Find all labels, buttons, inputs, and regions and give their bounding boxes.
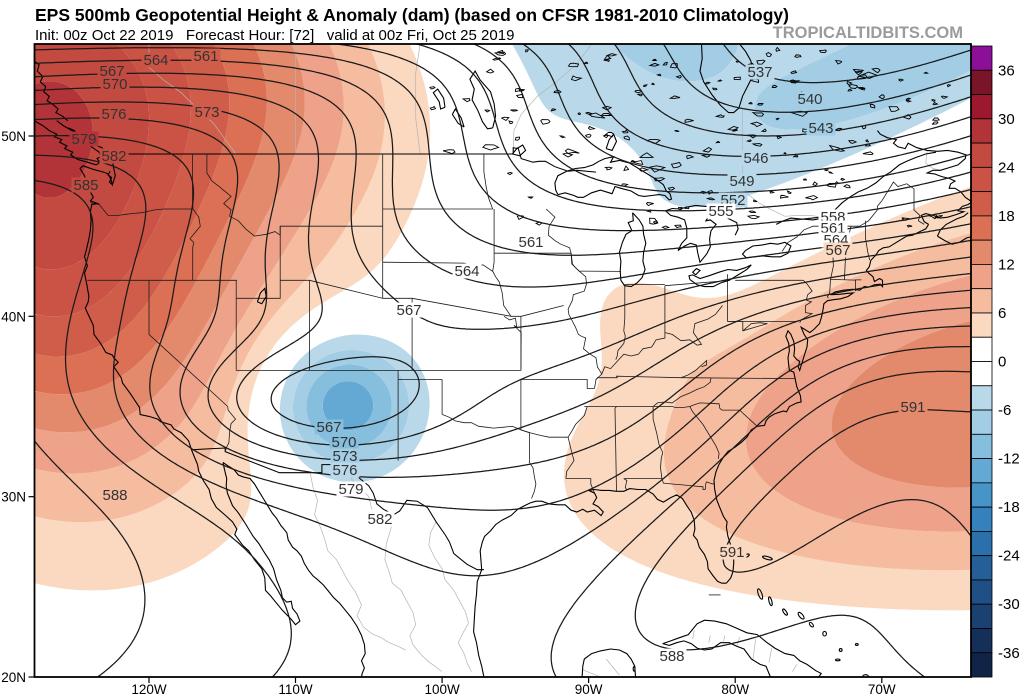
svg-text:20N: 20N xyxy=(1,670,26,685)
svg-text:576: 576 xyxy=(332,462,357,479)
svg-text:90W: 90W xyxy=(575,682,603,696)
svg-text:591: 591 xyxy=(719,544,744,561)
svg-text:573: 573 xyxy=(332,448,357,465)
svg-text:564: 564 xyxy=(454,263,479,280)
svg-text:540: 540 xyxy=(797,91,822,108)
svg-text:570: 570 xyxy=(102,76,127,93)
svg-text:588: 588 xyxy=(102,487,127,504)
svg-text:567: 567 xyxy=(825,242,850,259)
svg-text:561: 561 xyxy=(193,48,218,65)
svg-text:40N: 40N xyxy=(1,309,26,324)
svg-text:588: 588 xyxy=(659,648,684,665)
svg-text:579: 579 xyxy=(71,131,96,148)
svg-text:567: 567 xyxy=(99,63,124,80)
svg-text:549: 549 xyxy=(729,173,754,190)
svg-text:567: 567 xyxy=(396,302,421,319)
svg-text:18: 18 xyxy=(998,208,1015,225)
svg-text:585: 585 xyxy=(73,177,98,194)
svg-text:24: 24 xyxy=(998,159,1015,176)
svg-text:579: 579 xyxy=(338,481,363,498)
svg-text:-18: -18 xyxy=(998,499,1020,516)
svg-text:582: 582 xyxy=(367,511,392,528)
svg-text:6: 6 xyxy=(998,305,1006,322)
svg-text:-24: -24 xyxy=(998,548,1020,565)
svg-text:TROPICALTIDBITS.COM: TROPICALTIDBITS.COM xyxy=(773,24,963,42)
svg-text:546: 546 xyxy=(743,150,768,167)
svg-text:36: 36 xyxy=(998,62,1015,79)
svg-text:-30: -30 xyxy=(998,596,1020,613)
svg-text:564: 564 xyxy=(143,52,168,69)
svg-text:Init: 00z Oct 22 2019 Foreca: Init: 00z Oct 22 2019 Forecast Hour: [72… xyxy=(35,27,514,44)
svg-text:591: 591 xyxy=(900,399,925,416)
svg-text:537: 537 xyxy=(747,64,772,81)
svg-text:573: 573 xyxy=(194,104,219,121)
svg-text:30N: 30N xyxy=(1,490,26,505)
svg-text:-6: -6 xyxy=(998,402,1011,419)
svg-text:582: 582 xyxy=(101,148,126,165)
svg-text:80W: 80W xyxy=(721,682,749,696)
svg-text:561: 561 xyxy=(518,234,543,251)
svg-text:-12: -12 xyxy=(998,451,1020,468)
svg-text:570: 570 xyxy=(331,434,356,451)
svg-text:50N: 50N xyxy=(1,129,26,144)
svg-text:30: 30 xyxy=(998,111,1015,128)
svg-text:-36: -36 xyxy=(998,645,1020,662)
svg-text:567: 567 xyxy=(316,419,341,436)
svg-text:70W: 70W xyxy=(868,682,896,696)
svg-text:EPS 500mb Geopotential Height: EPS 500mb Geopotential Height & Anomaly … xyxy=(35,5,789,25)
svg-text:110W: 110W xyxy=(278,682,313,696)
svg-text:0: 0 xyxy=(998,354,1006,371)
svg-text:12: 12 xyxy=(998,256,1015,273)
svg-text:120W: 120W xyxy=(131,682,167,696)
svg-text:100W: 100W xyxy=(424,682,460,696)
svg-text:576: 576 xyxy=(101,106,126,123)
svg-text:543: 543 xyxy=(808,120,833,137)
svg-text:555: 555 xyxy=(708,203,733,220)
